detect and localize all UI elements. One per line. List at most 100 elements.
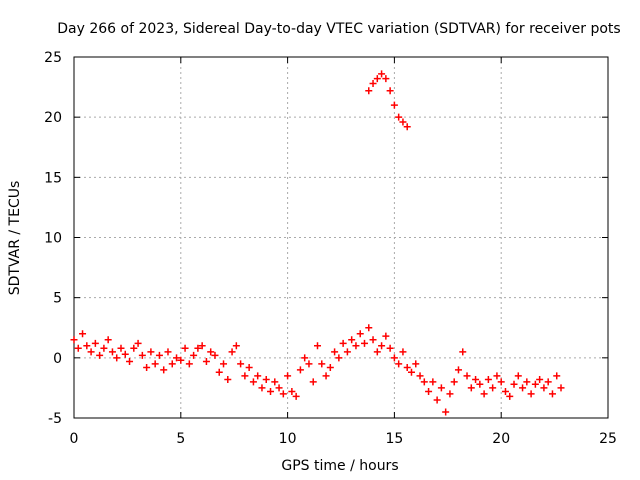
data-point xyxy=(476,380,484,388)
data-point xyxy=(467,384,475,392)
data-point xyxy=(356,330,364,338)
x-axis-label: GPS time / hours xyxy=(281,458,398,474)
data-point xyxy=(429,378,437,386)
y-tick-label: 10 xyxy=(44,231,62,247)
data-point xyxy=(348,336,356,344)
data-point xyxy=(126,357,134,365)
data-point xyxy=(523,378,531,386)
data-point xyxy=(480,390,488,398)
data-point xyxy=(74,344,82,352)
data-point xyxy=(378,70,386,78)
data-point xyxy=(164,348,172,356)
data-point xyxy=(493,372,501,380)
data-point xyxy=(399,118,407,126)
data-point xyxy=(168,360,176,368)
y-axis-label: SDTVAR / TECUs xyxy=(7,181,23,296)
data-point xyxy=(540,384,548,392)
x-tick-label: 20 xyxy=(492,431,510,447)
data-point xyxy=(318,360,326,368)
data-point xyxy=(305,360,313,368)
data-point xyxy=(433,396,441,404)
data-point xyxy=(207,348,215,356)
data-point xyxy=(459,348,467,356)
data-point xyxy=(284,372,292,380)
data-point xyxy=(288,388,296,396)
data-point xyxy=(514,372,522,380)
data-point xyxy=(497,378,505,386)
x-tick-label: 0 xyxy=(70,431,79,447)
data-point xyxy=(548,390,556,398)
data-point xyxy=(100,344,108,352)
data-point xyxy=(403,123,411,131)
data-point xyxy=(489,384,497,392)
data-point xyxy=(147,348,155,356)
data-point xyxy=(378,342,386,350)
data-point xyxy=(292,392,300,400)
data-point xyxy=(442,408,450,416)
data-point xyxy=(215,368,223,376)
y-tick-label: -5 xyxy=(48,411,62,427)
data-point xyxy=(309,378,317,386)
data-point xyxy=(437,384,445,392)
data-point xyxy=(296,366,304,374)
data-point xyxy=(369,79,377,87)
data-point xyxy=(121,350,129,358)
data-point xyxy=(557,384,565,392)
data-point xyxy=(416,372,424,380)
data-point xyxy=(190,351,198,359)
data-point xyxy=(202,357,210,365)
data-point xyxy=(472,375,480,383)
data-point xyxy=(454,366,462,374)
data-point xyxy=(271,378,279,386)
data-point xyxy=(450,378,458,386)
data-point xyxy=(326,363,334,371)
data-point xyxy=(352,342,360,350)
data-point xyxy=(386,87,394,95)
data-point xyxy=(113,354,121,362)
data-point xyxy=(501,388,509,396)
data-point xyxy=(373,348,381,356)
data-point xyxy=(224,375,232,383)
chart-title: Day 266 of 2023, Sidereal Day-to-day VTE… xyxy=(57,21,620,37)
data-point xyxy=(399,348,407,356)
data-point xyxy=(484,375,492,383)
data-point xyxy=(241,372,249,380)
data-point xyxy=(79,330,87,338)
data-point xyxy=(343,348,351,356)
data-point xyxy=(96,351,104,359)
data-point xyxy=(527,390,535,398)
data-point xyxy=(151,360,159,368)
axis-ticks: 0 5 10 15 20 25 -5 0 5 10 15 20 25 xyxy=(44,50,617,447)
data-point xyxy=(395,360,403,368)
data-point xyxy=(254,372,262,380)
data-point xyxy=(262,375,270,383)
data-point xyxy=(160,366,168,374)
data-point xyxy=(237,360,245,368)
data-point xyxy=(83,342,91,350)
data-point xyxy=(420,378,428,386)
data-point xyxy=(446,390,454,398)
data-points xyxy=(70,70,565,416)
data-point xyxy=(395,113,403,121)
data-point xyxy=(258,384,266,392)
data-point xyxy=(553,372,561,380)
data-point xyxy=(70,336,78,344)
data-point xyxy=(232,342,240,350)
data-point xyxy=(536,375,544,383)
y-tick-label: 5 xyxy=(53,291,62,307)
data-point xyxy=(339,339,347,347)
data-point xyxy=(177,356,185,364)
data-point xyxy=(373,75,381,83)
data-point xyxy=(211,351,219,359)
data-point xyxy=(91,339,99,347)
data-point xyxy=(403,363,411,371)
data-point xyxy=(249,378,257,386)
data-point xyxy=(117,344,125,352)
data-point xyxy=(130,344,138,352)
data-point xyxy=(382,75,390,83)
data-point xyxy=(531,380,539,388)
y-tick-label: 15 xyxy=(44,170,62,186)
data-point xyxy=(173,354,181,362)
data-point xyxy=(198,342,206,350)
